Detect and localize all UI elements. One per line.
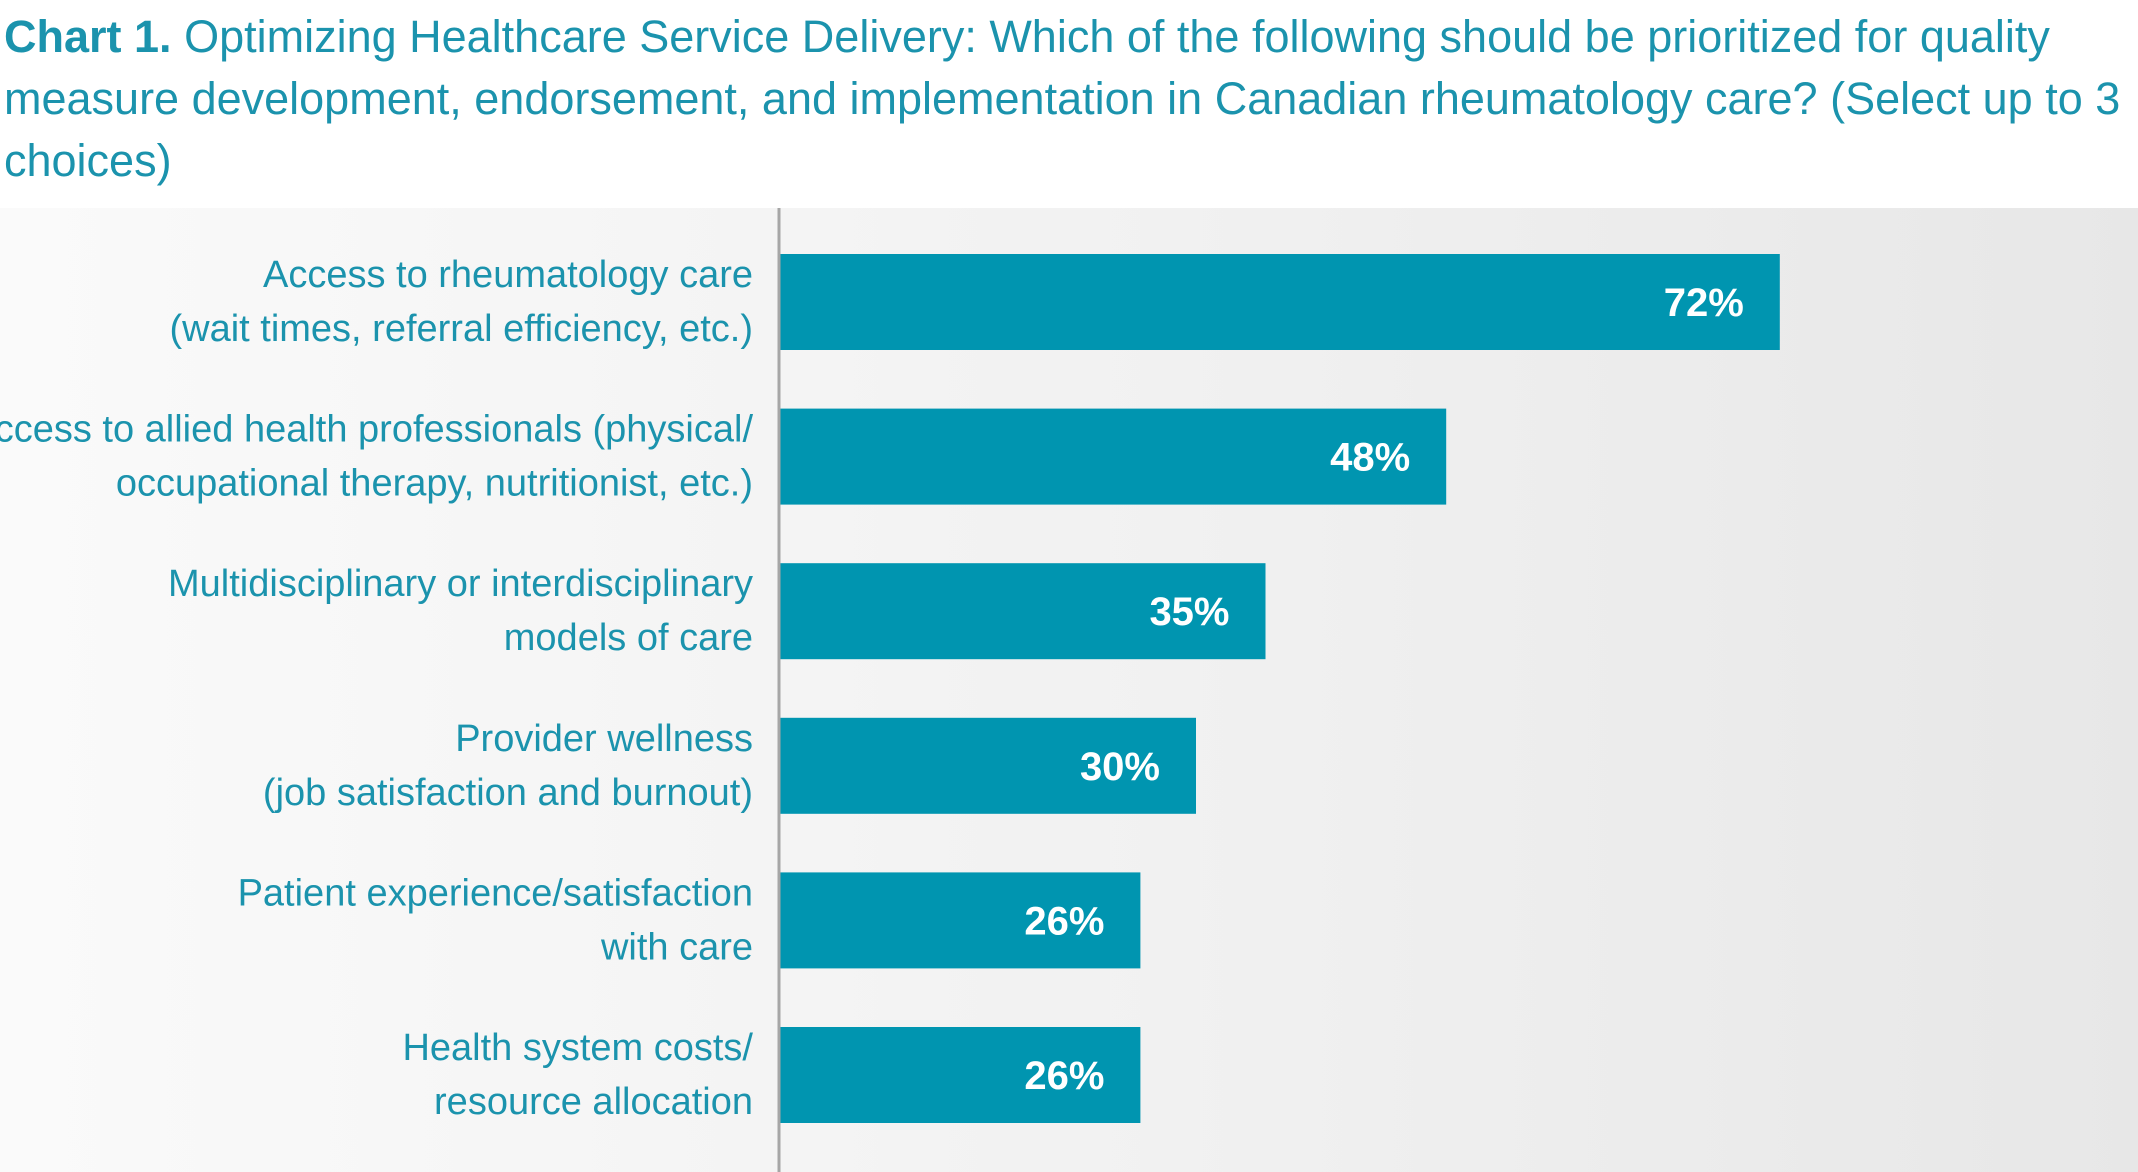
bar-value-label-4: 30% [1080, 745, 1160, 789]
bar-value-label-1: 72% [1664, 281, 1744, 325]
bar-5 [779, 872, 1141, 969]
bar-value-label-6: 26% [1024, 1054, 1104, 1098]
bar-value-label-2: 48% [1330, 436, 1410, 480]
bar-chart: 72% Access to rheumatology care (wait time… [0, 208, 1780, 1172]
chart-title-lead: Chart 1. [4, 11, 172, 62]
category-label-6: Health system costs/resource allocation [402, 1027, 753, 1123]
bar-2 [779, 408, 1447, 505]
bar-value-label-3: 35% [1149, 590, 1229, 634]
category-label-1: Access to rheumatology care (wait times, … [169, 254, 753, 350]
category-label-4: Provider wellness (job satisfaction and b… [263, 718, 753, 814]
bar-4 [779, 717, 1196, 814]
bar-3 [779, 563, 1266, 660]
category-label-2: Access to allied health professionals (p… [0, 409, 753, 505]
bar-value-label-5: 26% [1024, 899, 1104, 943]
category-label-5: Patient experience/satisfaction with care [238, 872, 753, 968]
bar-1 [779, 254, 1780, 350]
plot-panel: 72% Access to rheumatology care (wait time… [0, 208, 2138, 1172]
chart-title-text: Optimizing Healthcare Service Delivery: … [4, 11, 2121, 186]
bar-6 [779, 1027, 1141, 1123]
category-label-3: Multidisciplinary or interdisciplinary mo… [168, 563, 753, 659]
chart-title: Chart 1. Optimizing Healthcare Service D… [4, 6, 2124, 192]
